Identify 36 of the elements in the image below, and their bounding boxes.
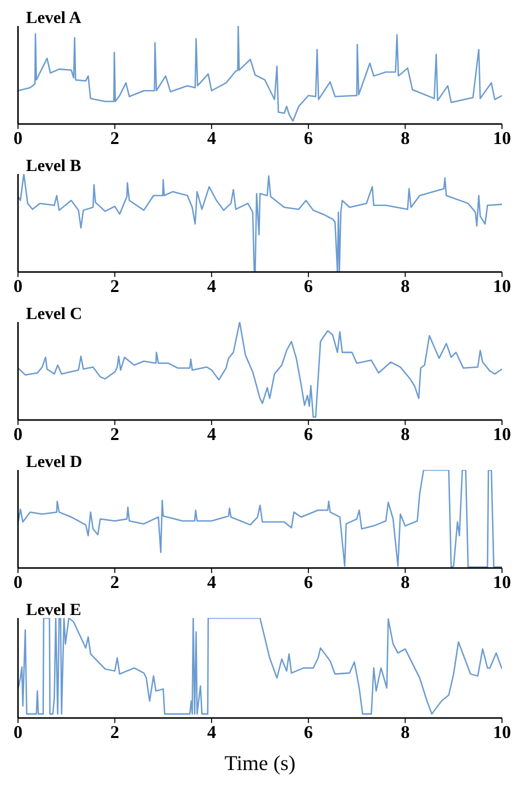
x-tick-label: 2 <box>110 722 120 742</box>
x-tick-label: 4 <box>207 722 216 742</box>
x-axis-title: Time (s) <box>224 751 296 775</box>
x-tick-label: 10 <box>493 128 511 148</box>
x-tick-label: 2 <box>110 424 120 444</box>
x-tick-label: 0 <box>14 572 22 592</box>
x-tick-label: 0 <box>14 276 22 296</box>
chart-title: Level B <box>26 156 82 176</box>
x-tick-label: 2 <box>110 128 120 148</box>
x-tick-label: 10 <box>493 572 511 592</box>
x-tick-label: 4 <box>207 424 216 444</box>
x-tick-label: 4 <box>207 128 216 148</box>
x-tick-label: 8 <box>400 722 410 742</box>
x-tick-label: 2 <box>110 572 120 592</box>
x-tick-label: 4 <box>207 572 216 592</box>
x-tick-label: 8 <box>400 572 410 592</box>
x-tick-label: 0 <box>14 424 22 444</box>
x-tick-label: 2 <box>110 276 120 296</box>
x-tick-label: 6 <box>304 276 313 296</box>
x-tick-label: 10 <box>493 276 511 296</box>
chart-title: Level A <box>26 8 82 28</box>
x-tick-label: 6 <box>304 572 313 592</box>
x-tick-label: 6 <box>304 722 313 742</box>
x-tick-label: 6 <box>304 424 313 444</box>
x-tick-label: 0 <box>14 128 22 148</box>
x-tick-label: 8 <box>400 128 410 148</box>
x-tick-label: 8 <box>400 424 410 444</box>
chart-title: Level C <box>26 304 82 324</box>
x-tick-label: 10 <box>493 424 511 444</box>
x-tick-label: 6 <box>304 128 313 148</box>
x-tick-label: 8 <box>400 276 410 296</box>
chart-title: Level E <box>26 600 82 620</box>
chart-title: Level D <box>26 452 82 472</box>
x-tick-label: 4 <box>207 276 216 296</box>
x-tick-label: 0 <box>14 722 22 742</box>
x-tick-label: 10 <box>493 722 511 742</box>
